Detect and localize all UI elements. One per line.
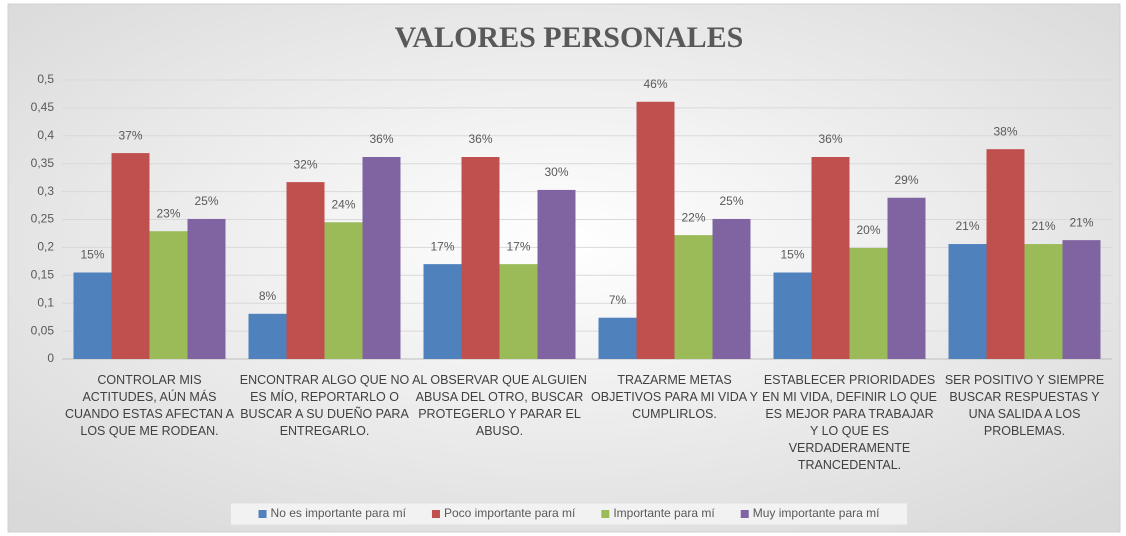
data-label: 8% <box>259 289 277 303</box>
y-tick-label: 0,45 <box>31 100 55 114</box>
legend-label: Poco importante para mí <box>444 506 576 520</box>
bar <box>986 149 1025 359</box>
data-label: 22% <box>681 210 705 224</box>
data-label: 17% <box>506 239 530 253</box>
data-label: 15% <box>780 248 804 262</box>
x-tick-label: AL OBSERVAR QUE ALGUIEN ABUSA DEL OTRO, … <box>412 373 587 438</box>
bar <box>849 247 888 359</box>
bar <box>887 197 926 359</box>
data-label: 30% <box>544 165 568 179</box>
bar <box>773 272 812 359</box>
data-label: 36% <box>468 132 492 146</box>
y-tick-label: 0,25 <box>31 212 55 226</box>
chart-title: VALORES PERSONALES <box>395 21 744 54</box>
bar <box>362 157 401 359</box>
legend-swatch <box>258 510 267 518</box>
bar <box>811 157 850 359</box>
bar <box>248 313 287 359</box>
data-label: 20% <box>856 223 880 237</box>
bar <box>948 244 987 359</box>
data-label: 7% <box>609 293 627 307</box>
y-tick-label: 0,4 <box>37 128 54 142</box>
bar <box>73 272 112 359</box>
bar <box>598 317 637 359</box>
y-tick-label: 0,2 <box>37 240 54 254</box>
legend-swatch <box>740 510 749 518</box>
x-tick-label: ESTABLECER PRIORIDADES EN MI VIDA, DEFIN… <box>761 373 938 472</box>
legend-swatch <box>431 510 440 518</box>
y-tick-label: 0,1 <box>37 295 54 309</box>
data-label: 21% <box>1069 215 1093 229</box>
y-tick-label: 0,35 <box>31 156 55 170</box>
data-label: 32% <box>293 157 317 171</box>
x-tick-label: SER POSITIVO Y SIEMPRE BUSCAR RESPUESTAS… <box>944 373 1105 438</box>
bar <box>286 182 325 359</box>
bar <box>674 235 713 359</box>
bar <box>324 222 363 359</box>
legend-box <box>230 502 908 526</box>
data-label: 36% <box>369 132 393 146</box>
data-label: 25% <box>719 194 743 208</box>
bar <box>537 189 576 359</box>
y-tick-label: 0,15 <box>31 267 55 281</box>
data-label: 15% <box>80 248 104 262</box>
bar <box>636 101 675 360</box>
bar <box>1062 240 1101 359</box>
data-label: 46% <box>643 77 667 91</box>
bar <box>1024 244 1063 359</box>
data-label: 17% <box>430 239 454 253</box>
bar <box>461 157 500 359</box>
legend-label: No es importante para mí <box>271 506 407 520</box>
data-label: 25% <box>194 194 218 208</box>
legend-swatch <box>601 510 610 518</box>
bar <box>149 231 188 359</box>
y-tick-label: 0,3 <box>37 184 54 198</box>
y-tick-label: 0,05 <box>31 323 55 337</box>
data-label: 23% <box>156 206 180 220</box>
bar <box>423 264 462 359</box>
y-tick-label: 0,5 <box>37 72 54 86</box>
legend-label: Muy importante para mí <box>753 506 880 520</box>
data-label: 37% <box>118 128 142 142</box>
bar <box>499 264 538 359</box>
data-label: 24% <box>331 197 355 211</box>
data-label: 36% <box>818 132 842 146</box>
data-label: 21% <box>955 219 979 233</box>
data-label: 38% <box>993 124 1017 138</box>
legend-label: Importante para mí <box>613 506 715 520</box>
bar <box>712 218 751 359</box>
y-tick-label: 0 <box>47 351 54 365</box>
x-tick-label: ENCONTRAR ALGO QUE NO ES MÍO, REPORTARLO… <box>239 373 410 438</box>
bar <box>187 218 226 359</box>
x-tick-label: TRAZARME METAS OBJETIVOS PARA MI VIDA Y … <box>591 373 758 421</box>
data-label: 29% <box>894 173 918 187</box>
x-tick-label: CONTROLAR MIS ACTITUDES, AÚN MÁS CUANDO … <box>64 373 234 438</box>
bar <box>111 153 150 359</box>
data-label: 21% <box>1031 219 1055 233</box>
